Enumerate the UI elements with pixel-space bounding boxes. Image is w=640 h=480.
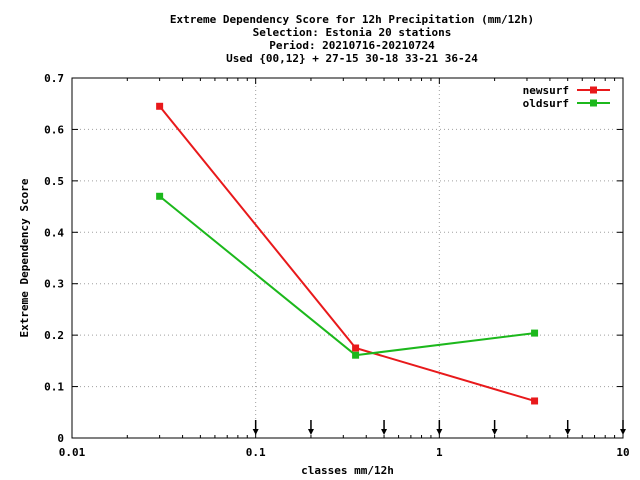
y-tick-label: 0.5	[44, 175, 64, 188]
threshold-arrow	[252, 420, 259, 435]
x-tick-label: 0.1	[246, 446, 266, 459]
threshold-arrow	[381, 420, 388, 435]
title-line: Period: 20210716-20210724	[269, 39, 435, 52]
chart-title: Extreme Dependency Score for 12h Precipi…	[170, 13, 534, 65]
threshold-arrow-head	[620, 429, 626, 435]
y-tick-label: 0.6	[44, 123, 64, 136]
x-axis-label: classes mm/12h	[301, 464, 394, 477]
threshold-arrow	[564, 420, 571, 435]
threshold-arrow-head	[436, 429, 443, 435]
y-tick-label: 0	[57, 432, 64, 445]
y-tick-label: 0.3	[44, 278, 64, 291]
threshold-arrow-head	[564, 429, 571, 435]
data-point	[352, 344, 360, 352]
data-point	[531, 397, 539, 405]
x-tick-label: 1	[436, 446, 443, 459]
data-point	[352, 351, 360, 359]
y-tick-label: 0.2	[44, 329, 64, 342]
title-line: Used {00,12} + 27-15 30-18 33-21 36-24	[226, 52, 478, 65]
axes: 0 0.1 0.2 0.3 0.4 0.5 0.6 0.7 0.01 0.1 1 10	[44, 72, 630, 459]
y-tick-label: 0.4	[44, 226, 64, 239]
data-point	[156, 102, 164, 110]
threshold-arrow-head	[252, 429, 259, 435]
plot-frame	[71, 77, 624, 439]
y-tick-label: 0.7	[44, 72, 64, 85]
data-point	[531, 329, 539, 337]
series-newsurf	[156, 102, 539, 405]
title-line: Extreme Dependency Score for 12h Precipi…	[170, 13, 534, 26]
x-tick-label: 0.01	[59, 446, 86, 459]
threshold-arrow	[620, 420, 626, 435]
threshold-arrow-head	[491, 429, 498, 435]
threshold-markers	[252, 420, 626, 435]
threshold-arrow	[307, 420, 314, 435]
threshold-arrow-head	[381, 429, 388, 435]
threshold-arrow	[491, 420, 498, 435]
series-line	[159, 195, 535, 357]
data-point	[156, 192, 164, 200]
y-tick-label: 0.1	[44, 381, 64, 394]
legend-label: oldsurf	[523, 97, 569, 110]
x-tick-label: 10	[616, 446, 629, 459]
legend-swatch-point	[590, 86, 597, 94]
series-oldsurf	[156, 192, 539, 359]
threshold-arrow-head	[307, 429, 314, 435]
grid	[72, 78, 623, 438]
y-axis-label: Extreme Dependency Score	[18, 178, 31, 337]
threshold-arrow	[436, 420, 443, 435]
series	[156, 102, 539, 405]
legend-label: newsurf	[523, 84, 569, 97]
title-line: Selection: Estonia 20 stations	[253, 26, 452, 39]
legend-swatch-point	[590, 99, 597, 107]
series-line	[158, 105, 535, 402]
